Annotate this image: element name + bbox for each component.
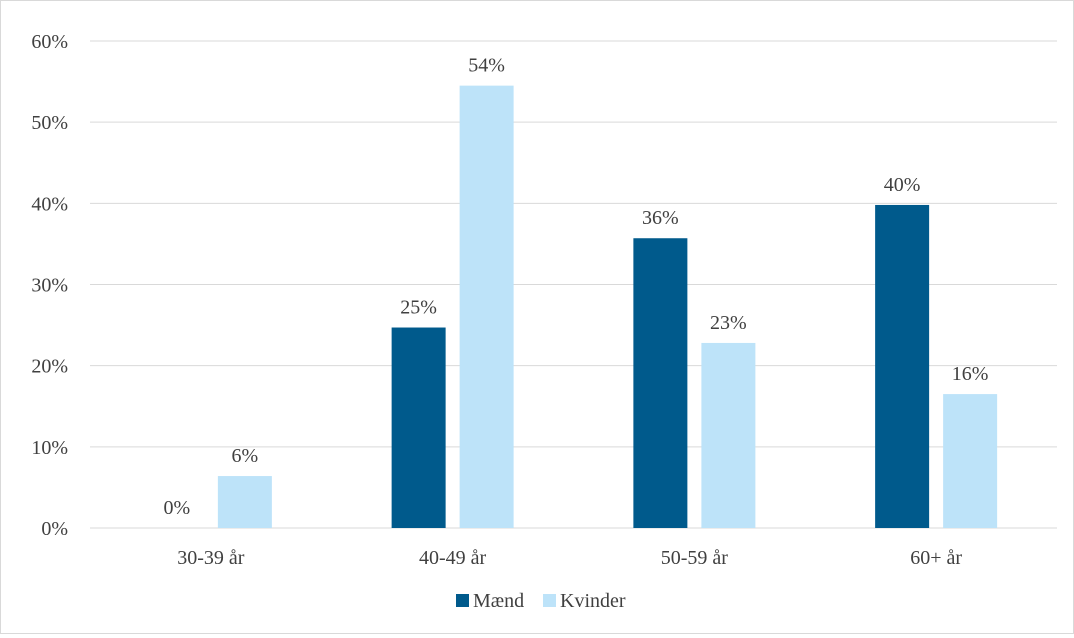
y-tick-label: 40% [31, 193, 68, 215]
legend-label: Mænd [473, 590, 524, 612]
y-tick-label: 0% [41, 518, 68, 540]
y-tick-label: 10% [31, 437, 68, 459]
bar-maend [875, 204, 930, 528]
bar-kvinder [701, 342, 756, 528]
legend-label: Kvinder [560, 590, 626, 612]
data-label: 16% [952, 363, 989, 385]
data-label: 40% [884, 174, 921, 196]
x-tick-label: 60+ år [910, 547, 962, 569]
y-tick-label: 20% [31, 356, 68, 378]
bar-kvinder [943, 394, 998, 528]
data-label: 25% [400, 297, 437, 319]
x-tick-label: 30-39 år [177, 547, 245, 569]
y-tick-label: 60% [31, 31, 68, 53]
data-label: 6% [232, 445, 259, 467]
x-tick-label: 50-59 år [661, 547, 729, 569]
data-label: 23% [710, 312, 747, 334]
data-label: 0% [164, 497, 191, 519]
bar-maend [391, 327, 446, 528]
y-tick-label: 50% [31, 112, 68, 134]
data-label: 36% [642, 207, 679, 229]
y-tick-label: 30% [31, 275, 68, 297]
data-label: 54% [468, 55, 505, 77]
x-tick-label: 40-49 år [419, 547, 487, 569]
legend-swatch [456, 594, 469, 607]
bar-kvinder [217, 476, 272, 528]
legend-swatch [543, 594, 556, 607]
bar-kvinder [459, 85, 514, 529]
bar-maend [633, 238, 688, 529]
